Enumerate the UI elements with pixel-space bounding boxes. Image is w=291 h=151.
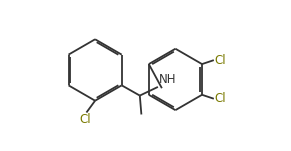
Text: Cl: Cl: [80, 113, 91, 126]
Text: NH: NH: [159, 73, 177, 86]
Text: Cl: Cl: [215, 92, 226, 105]
Text: Cl: Cl: [215, 54, 226, 67]
